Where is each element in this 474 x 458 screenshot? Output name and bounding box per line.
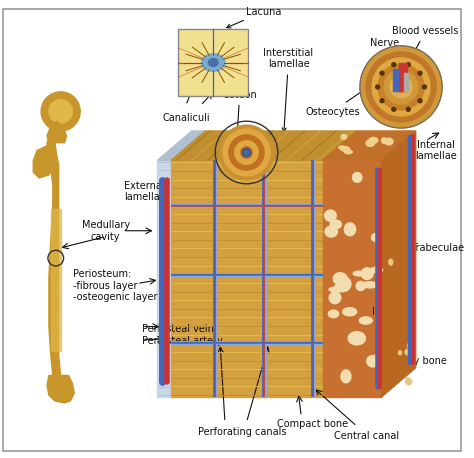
Ellipse shape — [406, 379, 412, 385]
Text: External
lamellae: External lamellae — [124, 181, 165, 202]
Circle shape — [49, 100, 73, 123]
Text: Spongy bone: Spongy bone — [383, 356, 447, 366]
Ellipse shape — [201, 54, 225, 71]
Ellipse shape — [408, 343, 413, 349]
Circle shape — [384, 70, 418, 104]
Circle shape — [41, 92, 80, 131]
Circle shape — [223, 129, 270, 176]
Ellipse shape — [328, 310, 338, 318]
Ellipse shape — [341, 370, 351, 383]
Text: Lacuna: Lacuna — [227, 6, 282, 28]
Ellipse shape — [353, 173, 362, 182]
Polygon shape — [33, 146, 53, 178]
Polygon shape — [171, 131, 357, 160]
Ellipse shape — [345, 150, 352, 154]
Bar — [51, 209, 61, 351]
Text: Osteocytes: Osteocytes — [305, 77, 382, 116]
Polygon shape — [157, 160, 171, 397]
Ellipse shape — [340, 278, 351, 290]
Text: Perforating canals: Perforating canals — [198, 427, 287, 437]
Ellipse shape — [399, 351, 401, 355]
Ellipse shape — [410, 325, 414, 332]
Circle shape — [243, 148, 250, 156]
Ellipse shape — [389, 259, 393, 265]
Circle shape — [229, 135, 264, 170]
Circle shape — [360, 46, 442, 128]
Text: Central canal: Central canal — [334, 431, 400, 441]
Circle shape — [375, 85, 380, 89]
Ellipse shape — [341, 147, 350, 151]
Ellipse shape — [406, 377, 409, 382]
Text: Medullary
cavity: Medullary cavity — [82, 220, 130, 241]
Text: Blood vessels: Blood vessels — [392, 26, 459, 64]
Ellipse shape — [359, 317, 372, 324]
Ellipse shape — [329, 292, 341, 304]
Text: Nerve: Nerve — [370, 38, 399, 62]
Circle shape — [372, 58, 430, 116]
Ellipse shape — [372, 234, 379, 241]
Ellipse shape — [367, 355, 379, 367]
Circle shape — [378, 64, 424, 110]
Polygon shape — [157, 131, 205, 160]
Circle shape — [366, 52, 436, 122]
Ellipse shape — [344, 223, 356, 236]
Ellipse shape — [361, 268, 373, 279]
Polygon shape — [47, 376, 74, 403]
Text: Periosteal vein: Periosteal vein — [142, 323, 214, 333]
Ellipse shape — [405, 349, 412, 355]
Ellipse shape — [353, 271, 365, 276]
Ellipse shape — [333, 273, 347, 285]
Ellipse shape — [209, 59, 218, 66]
Bar — [404, 73, 408, 91]
Text: Interstitial
lamellae: Interstitial lamellae — [264, 48, 314, 132]
Bar — [399, 64, 407, 91]
Text: IL: IL — [373, 307, 381, 317]
Circle shape — [390, 76, 412, 98]
Polygon shape — [323, 131, 416, 160]
Polygon shape — [323, 160, 382, 397]
Ellipse shape — [366, 140, 375, 147]
FancyBboxPatch shape — [178, 29, 248, 96]
Ellipse shape — [330, 220, 341, 229]
Text: Canaliculi: Canaliculi — [162, 114, 210, 123]
Ellipse shape — [362, 282, 378, 288]
Ellipse shape — [356, 281, 365, 290]
Ellipse shape — [382, 138, 386, 143]
Circle shape — [392, 107, 396, 111]
Circle shape — [219, 125, 274, 180]
Circle shape — [380, 99, 384, 103]
Text: Compact bone: Compact bone — [277, 420, 348, 430]
Circle shape — [406, 63, 410, 66]
Text: Internal
lamellae: Internal lamellae — [415, 140, 457, 161]
Ellipse shape — [370, 267, 383, 273]
Text: Trabeculae: Trabeculae — [411, 243, 464, 253]
Ellipse shape — [348, 332, 365, 345]
Circle shape — [241, 147, 252, 158]
Text: Periosteal artery: Periosteal artery — [142, 336, 223, 346]
Ellipse shape — [384, 138, 393, 145]
Circle shape — [422, 85, 427, 89]
Text: Periosteum:
-fibrous layer
-osteogenic layer: Periosteum: -fibrous layer -osteogenic l… — [73, 269, 158, 302]
Ellipse shape — [343, 308, 356, 316]
Ellipse shape — [329, 287, 346, 292]
Circle shape — [380, 71, 384, 75]
Circle shape — [418, 99, 422, 103]
Circle shape — [396, 82, 406, 92]
Text: Osteon: Osteon — [222, 90, 257, 139]
Ellipse shape — [341, 135, 346, 139]
Ellipse shape — [335, 283, 350, 292]
Polygon shape — [47, 136, 64, 387]
Ellipse shape — [339, 146, 346, 149]
Bar — [393, 69, 398, 91]
Polygon shape — [382, 131, 416, 397]
Circle shape — [235, 141, 258, 164]
Ellipse shape — [325, 210, 336, 221]
Polygon shape — [171, 160, 323, 397]
Circle shape — [392, 63, 396, 66]
Ellipse shape — [369, 137, 378, 143]
Circle shape — [406, 107, 410, 111]
Polygon shape — [47, 121, 66, 143]
Ellipse shape — [325, 226, 337, 237]
Circle shape — [418, 71, 422, 75]
